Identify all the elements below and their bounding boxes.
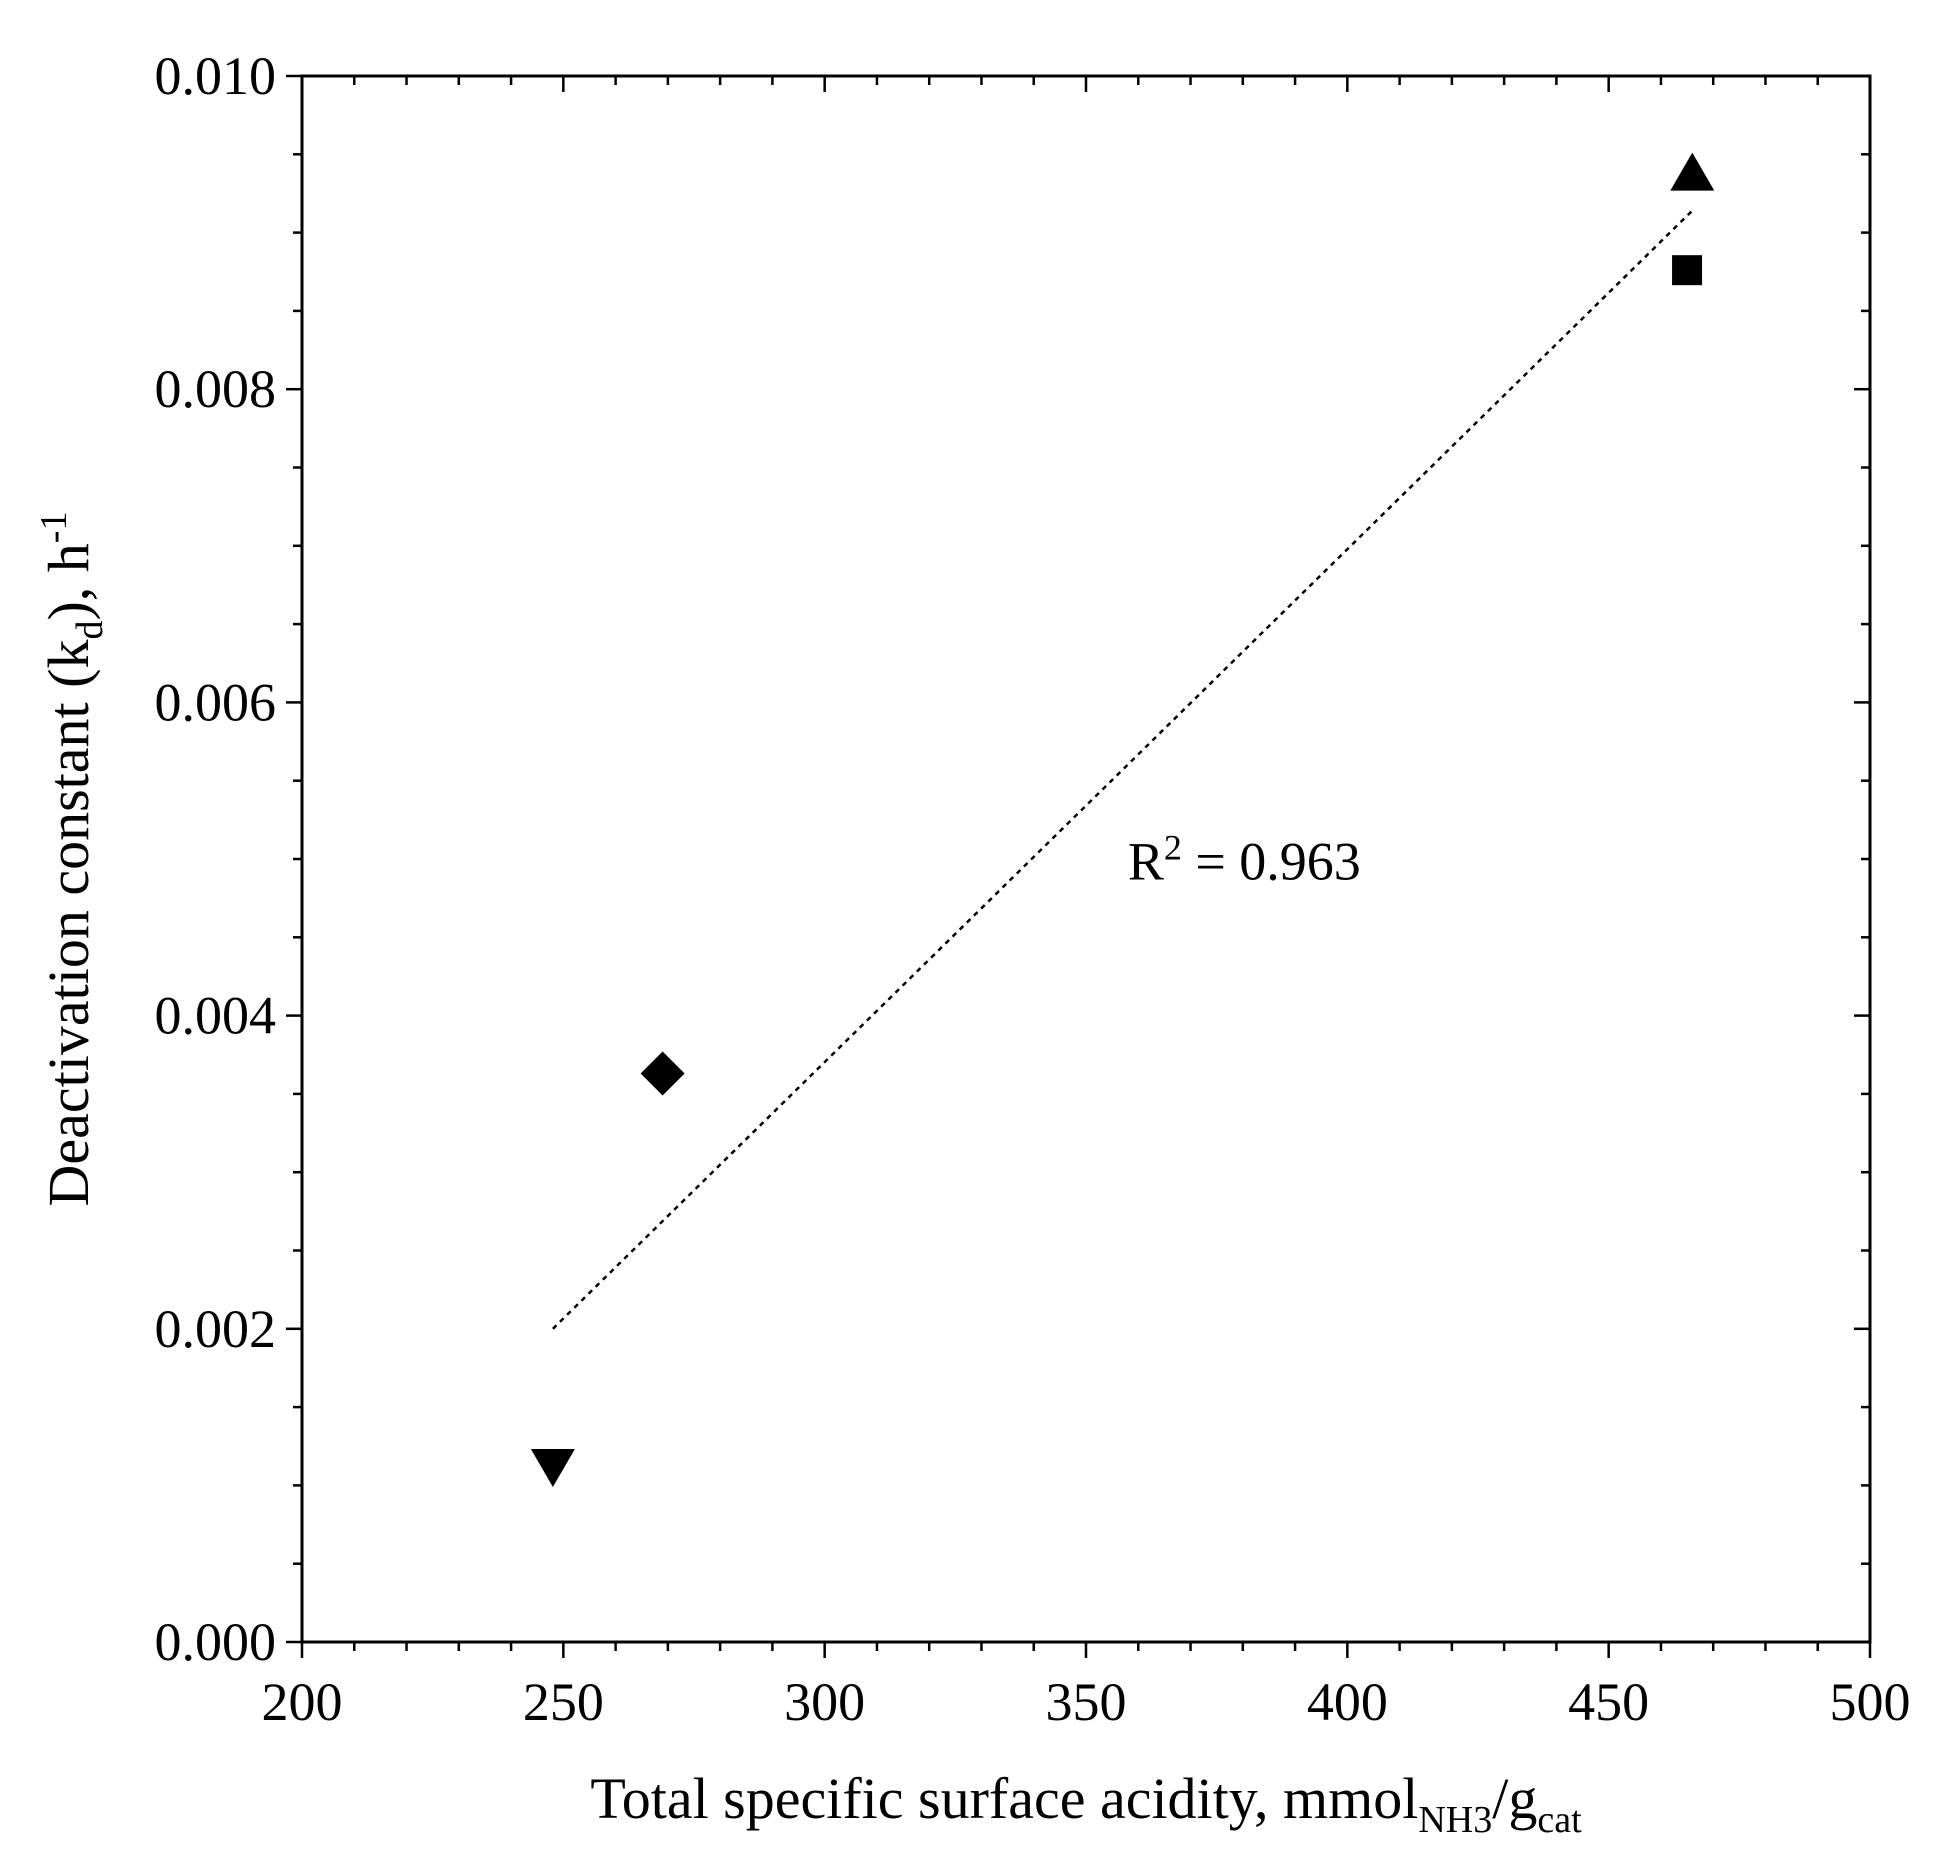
plot-frame (300, 74, 1872, 1644)
x-title-sub2: cat (1537, 1799, 1582, 1841)
x-tick-label: 300 (784, 1672, 865, 1732)
x-tick-label: 500 (1830, 1672, 1911, 1732)
y-tick-label: 0.002 (155, 1299, 277, 1359)
y-title-sub: d (69, 621, 111, 640)
y-axis-title: Deactivation constant (kd), h-1 (33, 512, 111, 1207)
trendline (552, 209, 1694, 1330)
trendline-layer (552, 209, 1694, 1330)
y-tick-label: 0.000 (155, 1612, 277, 1672)
x-tick-label: 450 (1568, 1672, 1649, 1732)
x-tick-label: 250 (523, 1672, 604, 1732)
data-point-triangle-up (1670, 152, 1715, 191)
r-squared-annotation: R2 = 0.963 (1128, 827, 1361, 891)
y-title-main: Deactivation constant (k (36, 640, 101, 1207)
x-title-sub1: NH3 (1418, 1799, 1492, 1841)
r-squared-value: = 0.963 (1182, 831, 1361, 891)
r-squared-superscript: 2 (1164, 827, 1182, 867)
data-point-square (1672, 255, 1703, 286)
x-title-slash: /g (1492, 1766, 1537, 1831)
r-squared-base: R (1128, 831, 1164, 891)
x-tick-labels: 200 250 300 350 400 450 500 (262, 1672, 1911, 1732)
minor-ticks (293, 76, 1870, 1651)
y-title-mid: ), h (36, 543, 101, 620)
y-tick-label: 0.006 (155, 672, 277, 732)
y-tick-label: 0.004 (155, 986, 277, 1046)
x-tick-label: 400 (1307, 1672, 1388, 1732)
data-point-triangle-down (530, 1449, 575, 1488)
y-tick-label: 0.010 (155, 46, 277, 106)
y-tick-labels: 0.000 0.002 0.004 0.006 0.008 0.010 (155, 46, 277, 1672)
x-tick-label: 350 (1046, 1672, 1127, 1732)
major-ticks (286, 74, 1872, 1658)
data-markers (530, 152, 1715, 1488)
x-title-main: Total specific surface acidity, mmol (590, 1766, 1418, 1831)
x-tick-label: 200 (262, 1672, 343, 1732)
data-point-diamond (640, 1051, 685, 1096)
x-axis-title: Total specific surface acidity, mmolNH3/… (590, 1766, 1582, 1841)
y-title-sup: -1 (33, 512, 75, 544)
y-tick-label: 0.008 (155, 359, 277, 419)
